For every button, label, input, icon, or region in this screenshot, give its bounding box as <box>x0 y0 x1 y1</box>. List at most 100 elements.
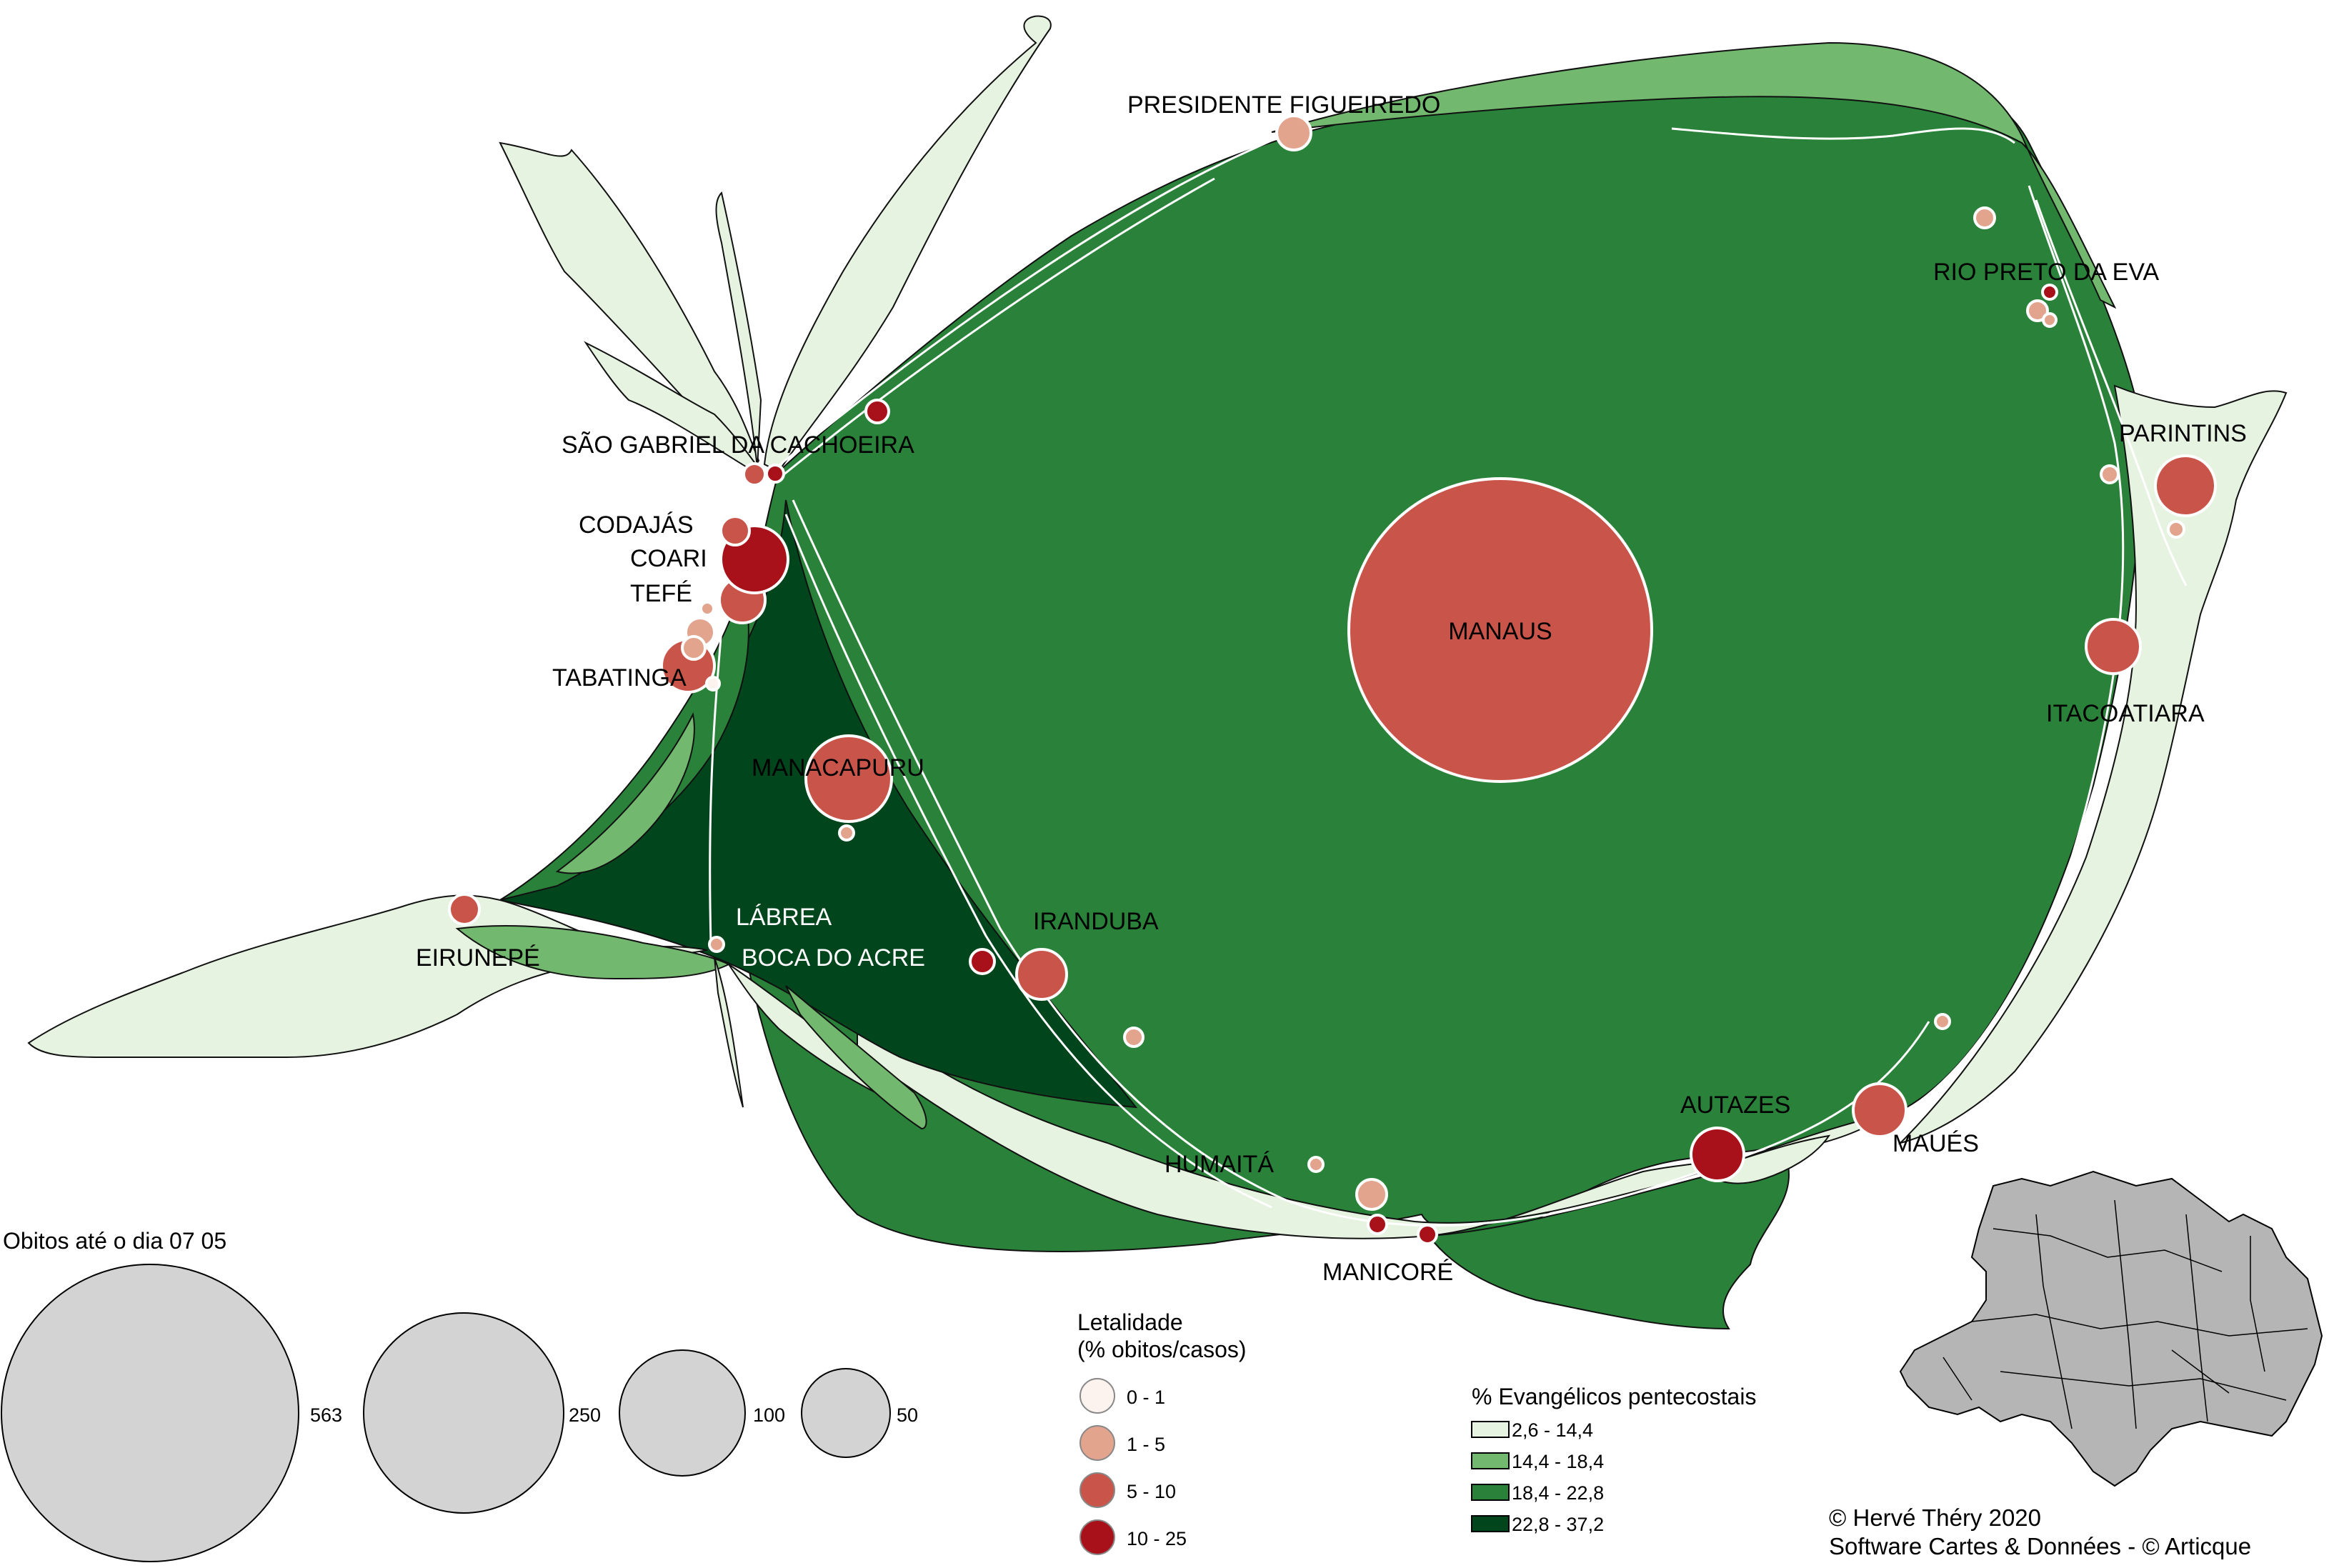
region-south-fan-a <box>714 957 744 1108</box>
label-autazes: AUTAZES <box>1680 1092 1790 1119</box>
region-northwest-fan-a <box>499 141 760 473</box>
legend-lethality-swatch-3 <box>1079 1472 1115 1508</box>
legend-evangelicals-label-4: 22,8 - 37,2 <box>1512 1514 1604 1535</box>
circle-manicore[interactable] <box>1417 1224 1438 1245</box>
legend-lethality-title-1: Letalidade <box>1077 1309 1183 1335</box>
circle-sao-gabriel[interactable] <box>864 399 890 424</box>
legend-lethality-title-2: (% obitos/casos) <box>1077 1337 1247 1362</box>
circle-codajas[interactable] <box>719 515 751 546</box>
label-manicore: MANICORÉ <box>1322 1259 1453 1286</box>
region-southeast-tail <box>1427 1156 1790 1330</box>
credits: © Hervé Théry 2020 Software Cartes & Don… <box>1829 1504 2251 1559</box>
legend-evangelicals-swatch-4 <box>1471 1515 1510 1532</box>
map-labels: MANAUS PRESIDENTE FIGUEIREDO RIO PRETO D… <box>416 91 2247 1286</box>
circle-tefe-b[interactable] <box>699 601 715 616</box>
label-codajas: CODAJÁS <box>579 511 694 539</box>
credits-line2: Software Cartes & Données - © Articque <box>1829 1533 2251 1559</box>
legend-evangelicals-label-1: 2,6 - 14,4 <box>1512 1419 1593 1441</box>
legend-lethality-swatch-2 <box>1079 1425 1115 1461</box>
legend-evangelicals-swatch-2 <box>1471 1452 1510 1469</box>
legend-lethality-label-4: 10 - 25 <box>1127 1528 1187 1549</box>
circle-parintins-c[interactable] <box>2167 520 2185 539</box>
label-labrea: LÁBREA <box>736 904 832 931</box>
circle-sao-gabriel-c[interactable] <box>765 464 785 484</box>
circle-manacapuru-b[interactable] <box>838 824 855 842</box>
credits-line1: © Hervé Théry 2020 <box>1829 1504 2041 1531</box>
circle-maues[interactable] <box>1852 1082 1907 1138</box>
label-manacapuru: MANACAPURU <box>752 754 924 781</box>
region-northwest-spike <box>763 15 1052 473</box>
label-tefe: TEFÉ <box>630 580 692 607</box>
label-presidente-figueiredo: PRESIDENTE FIGUEIREDO <box>1127 91 1440 119</box>
legend-deaths-circle-50 <box>801 1368 891 1458</box>
circle-iranduba-b[interactable] <box>1123 1027 1144 1048</box>
label-rio-preto-da-eva: RIO PRETO DA EVA <box>1933 259 2159 286</box>
legend-deaths-circle-563 <box>1 1264 299 1562</box>
label-manaus: MANAUS <box>1448 618 1552 645</box>
legend-evangelicals-swatch-3 <box>1471 1484 1510 1501</box>
region-south-fan-c <box>785 985 927 1130</box>
region-west-lightgreen <box>555 711 695 874</box>
legend-deaths-circle-100 <box>619 1349 746 1477</box>
circle-humaita[interactable] <box>1307 1156 1325 1173</box>
circle-rio-preto-da-eva[interactable] <box>2026 299 2049 322</box>
label-boca-do-acre: BOCA DO ACRE <box>742 944 925 972</box>
label-coari: COARI <box>630 545 707 572</box>
label-maues: MAUÉS <box>1892 1130 1979 1157</box>
circle-rio-preto-b[interactable] <box>1973 206 1996 229</box>
circle-manicore-c[interactable] <box>1355 1178 1388 1211</box>
inset-map-borders <box>1943 1199 2308 1429</box>
circle-manacapuru[interactable] <box>804 734 893 823</box>
legend-evangelicals-label-2: 14,4 - 18,4 <box>1512 1451 1604 1472</box>
legend-evangelicals-label-3: 18,4 - 22,8 <box>1512 1482 1604 1504</box>
legend-lethality: Letalidade (% obitos/casos) 0 - 1 1 - 5 … <box>1077 1309 1247 1555</box>
label-sao-gabriel: SÃO GABRIEL DA CACHOEIRA <box>562 431 914 459</box>
legend-deaths-title: Obitos até o dia 07 05 <box>3 1228 226 1254</box>
circle-tabatinga-d[interactable] <box>705 676 721 691</box>
legend-lethality-label-3: 5 - 10 <box>1127 1481 1176 1502</box>
legend-lethality-label-2: 1 - 5 <box>1127 1434 1165 1455</box>
circle-tabatinga-c[interactable] <box>681 635 707 661</box>
region-northeast-band <box>1271 41 2117 309</box>
legend-deaths-label-563: 563 <box>310 1404 342 1426</box>
region-northwest-fan-c <box>715 191 762 469</box>
circle-rio-preto-d[interactable] <box>2042 312 2058 328</box>
legend-evangelicals-swatch-1 <box>1471 1421 1510 1438</box>
label-tabatinga: TABATINGA <box>552 664 687 691</box>
circle-parintins-b[interactable] <box>2100 464 2120 484</box>
circle-iranduba[interactable] <box>1015 948 1068 1001</box>
circle-eirunepe[interactable] <box>448 893 481 926</box>
legend-deaths-label-50: 50 <box>897 1404 918 1426</box>
region-northwest-fan-b <box>584 341 757 473</box>
circle-autazes[interactable] <box>1690 1127 1745 1182</box>
inset-map-shape <box>1899 1170 2323 1487</box>
inset-map <box>1899 1170 2323 1487</box>
label-eirunepe: EIRUNEPÉ <box>416 944 540 972</box>
legend-evangelicals-title: % Evangélicos pentecostais <box>1472 1384 1756 1409</box>
legend-lethality-label-1: 0 - 1 <box>1127 1387 1165 1408</box>
legend-lethality-swatch-1 <box>1079 1378 1115 1414</box>
label-parintins: PARINTINS <box>2119 420 2247 447</box>
legend-lethality-swatch-4 <box>1079 1519 1115 1555</box>
circle-labrea[interactable] <box>708 936 725 953</box>
circle-sao-gabriel-b[interactable] <box>742 462 767 486</box>
legend-deaths-circle-250 <box>363 1312 564 1514</box>
circle-boca-do-acre[interactable] <box>969 948 996 975</box>
circle-manicore-b[interactable] <box>1367 1214 1388 1235</box>
legend-deaths-label-250: 250 <box>569 1404 601 1426</box>
legend-deaths-label-100: 100 <box>753 1404 785 1426</box>
legend-deaths: Obitos até o dia 07 05 563 250 100 50 <box>1 1228 918 1562</box>
circle-parintins[interactable] <box>2154 454 2217 517</box>
circle-itacoatiara[interactable] <box>2085 618 2142 675</box>
proportional-circles <box>448 114 2217 1245</box>
circle-presidente-figueiredo[interactable] <box>1275 114 1312 151</box>
label-iranduba: IRANDUBA <box>1033 908 1159 935</box>
region-east-band <box>1897 384 2288 1144</box>
legend-evangelicals: % Evangélicos pentecostais 2,6 - 14,4 14… <box>1471 1384 1756 1535</box>
circle-rio-preto-c[interactable] <box>2041 284 2058 301</box>
circle-maues-b[interactable] <box>1934 1013 1951 1030</box>
label-humaita: HUMAITÁ <box>1164 1151 1274 1178</box>
label-itacoatiara: ITACOATIARA <box>2046 700 2205 727</box>
circle-manaus[interactable] <box>1347 477 1653 783</box>
